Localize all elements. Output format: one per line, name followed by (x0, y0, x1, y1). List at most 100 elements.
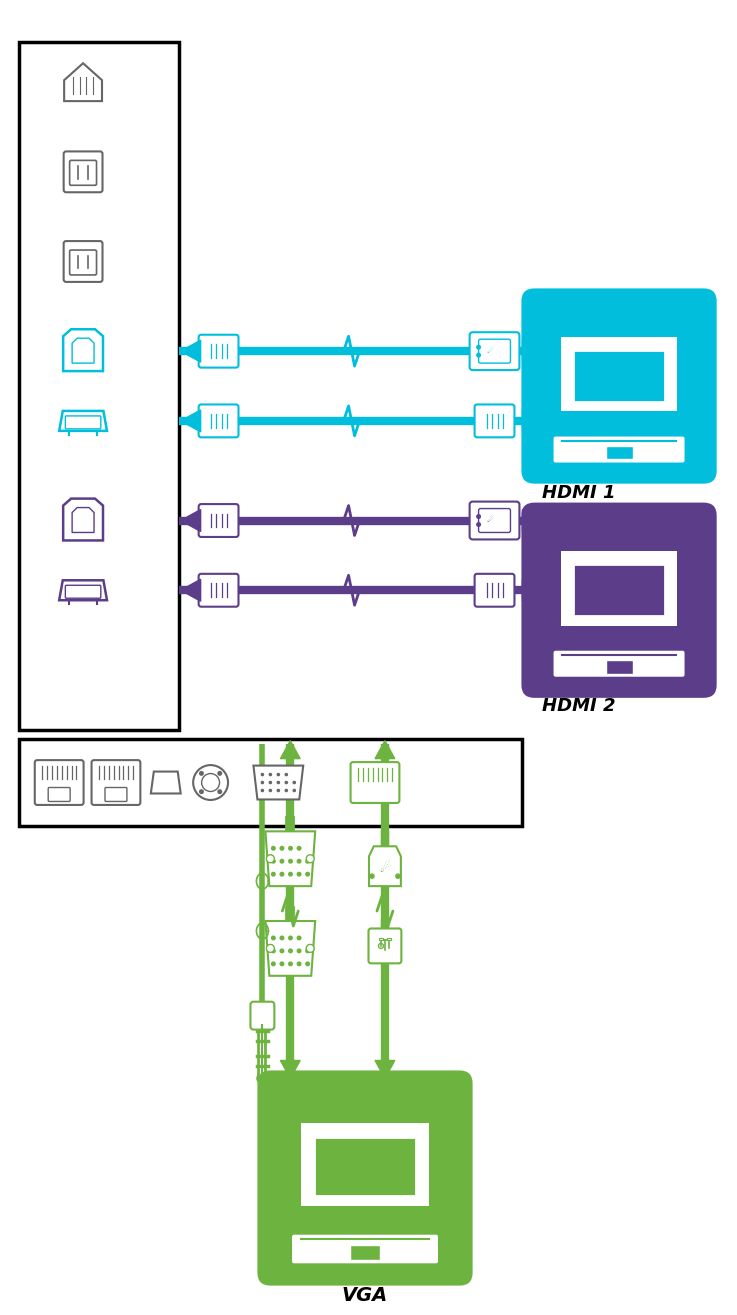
Circle shape (296, 948, 301, 953)
Polygon shape (59, 410, 107, 431)
Circle shape (276, 789, 280, 793)
Bar (379, 938, 383, 940)
Circle shape (305, 948, 310, 953)
Circle shape (279, 948, 284, 953)
Circle shape (276, 773, 280, 776)
Circle shape (276, 781, 280, 784)
Polygon shape (281, 740, 300, 759)
Polygon shape (181, 509, 200, 531)
Circle shape (279, 872, 284, 877)
Circle shape (307, 855, 314, 863)
FancyBboxPatch shape (553, 437, 685, 463)
Bar (606, 446, 632, 459)
Polygon shape (523, 509, 542, 531)
FancyBboxPatch shape (257, 1070, 472, 1286)
Circle shape (271, 961, 276, 967)
FancyBboxPatch shape (105, 788, 127, 801)
Polygon shape (151, 772, 181, 793)
Bar (562, 337, 677, 412)
FancyBboxPatch shape (478, 509, 511, 533)
Circle shape (369, 873, 375, 878)
FancyBboxPatch shape (351, 763, 399, 803)
Bar (19, 739, 523, 826)
FancyBboxPatch shape (475, 573, 514, 606)
Circle shape (288, 846, 293, 851)
Bar (573, 564, 665, 615)
Circle shape (284, 789, 288, 793)
Polygon shape (254, 765, 303, 800)
Circle shape (305, 859, 310, 864)
Circle shape (266, 944, 274, 952)
FancyBboxPatch shape (199, 504, 239, 537)
Circle shape (279, 859, 284, 864)
Circle shape (296, 935, 301, 940)
Circle shape (293, 781, 296, 784)
Circle shape (279, 961, 284, 967)
Circle shape (296, 961, 301, 967)
FancyBboxPatch shape (521, 288, 716, 484)
Bar (606, 660, 632, 673)
Polygon shape (181, 410, 200, 431)
Circle shape (261, 789, 264, 793)
Circle shape (202, 773, 220, 792)
FancyBboxPatch shape (199, 573, 239, 606)
Polygon shape (281, 1060, 300, 1078)
Circle shape (268, 773, 272, 776)
FancyBboxPatch shape (199, 335, 239, 368)
Circle shape (293, 789, 296, 793)
Circle shape (268, 781, 272, 784)
Circle shape (271, 935, 276, 940)
Text: VGA: VGA (342, 1286, 388, 1304)
FancyBboxPatch shape (66, 585, 101, 598)
Circle shape (305, 872, 310, 877)
Text: ☄: ☄ (380, 861, 391, 874)
Polygon shape (523, 580, 542, 601)
Polygon shape (59, 580, 107, 600)
Circle shape (476, 352, 481, 358)
Bar (562, 551, 677, 626)
Circle shape (271, 948, 276, 953)
Bar (313, 1137, 416, 1195)
Bar (350, 1245, 380, 1260)
FancyBboxPatch shape (292, 1235, 438, 1264)
Circle shape (288, 961, 293, 967)
Circle shape (261, 781, 264, 784)
Polygon shape (265, 831, 315, 886)
FancyBboxPatch shape (521, 502, 716, 698)
Circle shape (379, 943, 383, 948)
Polygon shape (181, 580, 200, 601)
Circle shape (395, 873, 401, 878)
Polygon shape (72, 508, 94, 533)
Circle shape (271, 859, 276, 864)
Bar (573, 350, 665, 402)
Circle shape (476, 514, 481, 519)
Circle shape (288, 948, 293, 953)
FancyBboxPatch shape (66, 416, 101, 429)
FancyBboxPatch shape (475, 405, 514, 438)
Circle shape (193, 765, 228, 800)
Circle shape (279, 935, 284, 940)
Text: HDMI 2: HDMI 2 (542, 697, 616, 715)
Circle shape (217, 789, 223, 794)
Polygon shape (72, 338, 94, 363)
FancyBboxPatch shape (251, 1002, 274, 1030)
Polygon shape (369, 847, 401, 886)
Text: HDMI 1: HDMI 1 (542, 484, 616, 501)
Circle shape (296, 846, 301, 851)
Polygon shape (63, 329, 103, 371)
Circle shape (288, 859, 293, 864)
Circle shape (261, 773, 264, 776)
Circle shape (476, 522, 481, 527)
FancyBboxPatch shape (63, 241, 102, 281)
Bar (387, 938, 391, 940)
Circle shape (284, 781, 288, 784)
Circle shape (296, 859, 301, 864)
Polygon shape (523, 341, 542, 362)
FancyBboxPatch shape (69, 160, 97, 185)
Circle shape (284, 773, 288, 776)
FancyBboxPatch shape (368, 928, 402, 964)
Polygon shape (265, 920, 315, 976)
Circle shape (288, 935, 293, 940)
Text: ☄: ☄ (486, 515, 495, 523)
FancyBboxPatch shape (469, 333, 520, 370)
